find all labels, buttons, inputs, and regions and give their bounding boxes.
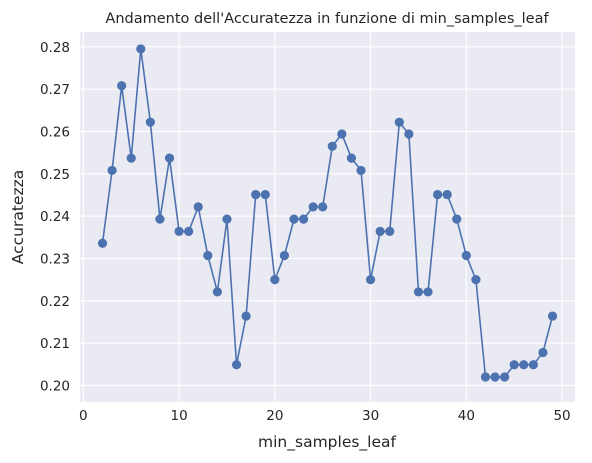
y-tick-label: 0.22 <box>40 294 70 310</box>
data-point <box>222 214 232 224</box>
data-point <box>270 275 280 285</box>
data-point <box>547 311 558 321</box>
data-point <box>471 275 481 285</box>
data-point <box>117 81 127 91</box>
data-point <box>308 202 318 212</box>
data-point <box>346 153 357 163</box>
data-point <box>136 44 146 54</box>
data-point <box>212 287 222 297</box>
data-point <box>298 214 309 224</box>
plot-area <box>80 32 575 402</box>
data-point <box>375 226 385 236</box>
data-point <box>500 372 510 382</box>
data-point <box>337 129 347 139</box>
data-point <box>289 214 299 224</box>
series <box>97 44 558 382</box>
data-point <box>528 360 538 370</box>
data-point <box>241 311 251 321</box>
data-point <box>413 287 424 297</box>
x-tick-label: 50 <box>553 408 570 424</box>
data-point <box>423 287 433 297</box>
x-tick-label: 0 <box>79 408 88 424</box>
data-point <box>97 238 108 248</box>
y-tick-label: 0.26 <box>40 124 70 140</box>
data-point <box>404 129 414 139</box>
data-point <box>327 141 337 151</box>
data-point <box>452 214 462 224</box>
data-point <box>490 372 500 382</box>
data-point <box>442 189 452 200</box>
y-tick-label: 0.25 <box>40 167 70 183</box>
chart-title: Andamento dell'Accuratezza in funzione d… <box>105 11 549 27</box>
data-point <box>251 189 261 200</box>
data-point <box>365 275 376 285</box>
data-point <box>356 165 366 176</box>
data-point <box>145 117 155 127</box>
y-tick-label: 0.24 <box>40 209 70 225</box>
data-point <box>107 165 117 176</box>
y-tick-label: 0.21 <box>40 336 70 352</box>
data-point <box>538 347 548 358</box>
data-point <box>184 226 194 236</box>
ticks: 0 10 20 30 40 50 0.20 0.21 0.22 0.23 0.24 0.25 0.26 0… <box>40 40 571 424</box>
data-point <box>461 250 471 261</box>
data-point <box>155 214 165 224</box>
data-point <box>279 250 290 261</box>
data-point <box>193 202 203 212</box>
y-axis-label: Accuratezza <box>9 170 27 264</box>
y-tick-label: 0.28 <box>40 40 70 56</box>
series-line <box>101 48 554 378</box>
data-point <box>164 153 175 163</box>
x-tick-label: 40 <box>458 408 475 424</box>
x-tick-label: 10 <box>171 408 188 424</box>
data-point <box>509 360 519 370</box>
y-tick-label: 0.23 <box>40 251 70 267</box>
data-point <box>385 226 395 236</box>
data-point <box>318 202 328 212</box>
data-point <box>231 360 242 370</box>
data-point <box>174 226 184 236</box>
x-axis-label: min_samples_leaf <box>258 433 396 452</box>
y-tick-label: 0.27 <box>40 82 70 98</box>
x-tick-label: 30 <box>362 408 379 424</box>
data-point <box>519 360 529 370</box>
data-point <box>260 189 270 200</box>
data-point <box>394 117 404 127</box>
x-tick-label: 20 <box>266 408 283 424</box>
data-point <box>433 189 443 200</box>
data-point <box>203 250 213 261</box>
data-point <box>480 372 491 382</box>
y-tick-label: 0.20 <box>40 378 70 394</box>
data-point <box>126 153 136 163</box>
